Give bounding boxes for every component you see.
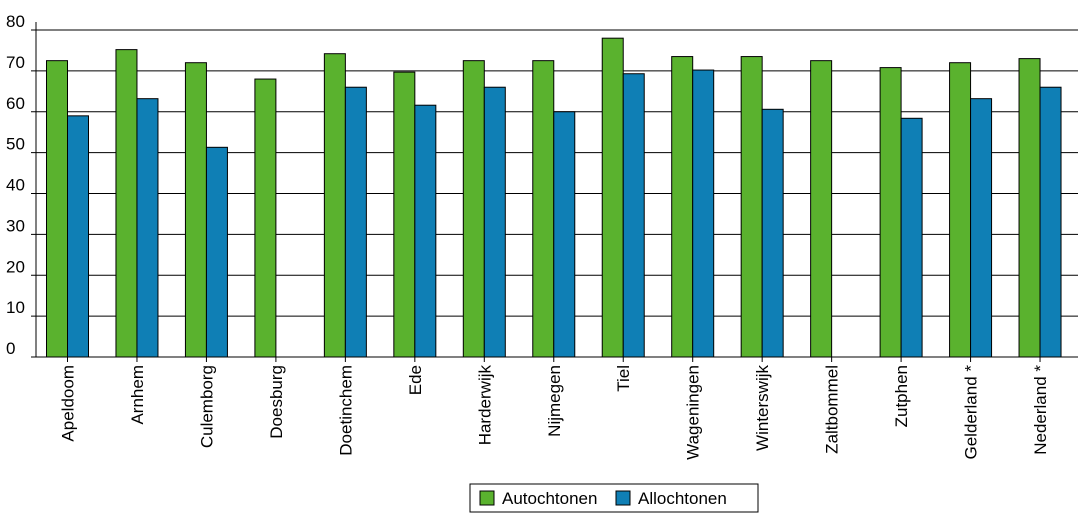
bar — [810, 60, 833, 358]
bar — [740, 56, 763, 358]
bar — [532, 60, 555, 358]
bar — [949, 62, 972, 358]
category-label: Gelderland * — [962, 365, 981, 460]
y-tick-label: 20 — [6, 257, 25, 276]
category-label: Harderwijk — [475, 365, 494, 446]
category-label: Winterswijk — [753, 365, 772, 451]
y-tick-label: 40 — [6, 176, 25, 195]
bar — [483, 86, 506, 358]
y-tick-label: 30 — [6, 216, 25, 235]
y-tick-label: 60 — [6, 94, 25, 113]
bar — [671, 56, 694, 358]
category-label: Nederland * — [1031, 365, 1050, 455]
bar — [136, 98, 159, 358]
legend-box — [469, 483, 759, 513]
category-label: Doesburg — [267, 365, 286, 439]
category-label: Apeldoom — [59, 365, 78, 442]
axes — [31, 22, 1078, 362]
bar — [205, 146, 228, 358]
bar — [692, 69, 715, 358]
bar — [184, 62, 207, 358]
bars — [46, 37, 1062, 358]
bar — [1018, 58, 1041, 358]
category-label: Zutphen — [892, 365, 911, 427]
legend-label: Autochtonen — [502, 489, 597, 508]
bar — [67, 115, 89, 358]
bar — [900, 117, 923, 358]
y-tick-label: 10 — [6, 298, 25, 317]
bar — [462, 60, 485, 358]
y-tick-label: 70 — [6, 53, 25, 72]
bar — [601, 37, 624, 358]
category-label: Nijmegen — [545, 365, 564, 437]
bar — [323, 53, 346, 358]
bar — [393, 71, 416, 358]
category-label: Wageningen — [684, 365, 703, 460]
category-label: Doetinchem — [336, 365, 355, 456]
legend-label: Allochtonen — [638, 489, 727, 508]
legend-swatch — [615, 490, 631, 506]
bar — [761, 108, 784, 358]
category-labels: Apeldoom Arnhem Culemborg Doesburg Doetinche… — [59, 365, 1051, 460]
legend: Autochtonen Allochtonen — [469, 483, 759, 513]
y-tick-label: 0 — [6, 339, 15, 358]
category-label: Zaltbommel — [823, 365, 842, 454]
y-tick-labels: 0 10 20 30 40 50 60 70 80 — [6, 12, 25, 358]
legend-swatch — [479, 490, 495, 506]
category-label: Tiel — [614, 365, 633, 392]
bar — [254, 78, 277, 358]
bar — [115, 49, 138, 358]
category-label: Culemborg — [197, 365, 216, 448]
category-label: Ede — [406, 365, 425, 395]
y-tick-label: 50 — [6, 135, 25, 154]
bar — [414, 104, 437, 358]
y-tick-label: 80 — [6, 12, 25, 31]
bar — [344, 86, 367, 358]
bar — [46, 60, 68, 358]
bar — [622, 73, 645, 358]
bar — [970, 98, 993, 358]
bar — [553, 111, 576, 358]
bar — [879, 67, 902, 358]
bar — [1039, 86, 1062, 358]
category-label: Arnhem — [128, 365, 147, 425]
